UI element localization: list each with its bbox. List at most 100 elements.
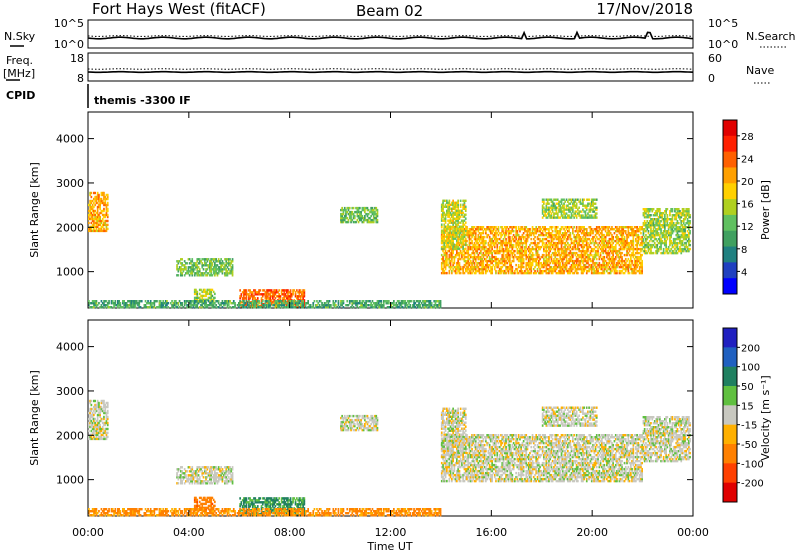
range-cell: [606, 261, 608, 265]
range-cell: [565, 198, 568, 201]
range-cell: [462, 245, 464, 248]
range-cell: [340, 216, 342, 220]
range-cell: [100, 199, 103, 203]
range-cell: [269, 297, 272, 300]
range-cell: [540, 269, 543, 273]
range-cell: [507, 241, 510, 245]
range-cell: [652, 251, 655, 255]
range-cell: [582, 214, 584, 217]
range-cell: [589, 259, 592, 263]
range-cell: [531, 245, 534, 249]
range-cell: [681, 212, 684, 215]
range-cell: [579, 226, 582, 229]
range-cell: [462, 241, 464, 244]
range-cell: [463, 247, 466, 251]
range-cell: [647, 241, 650, 245]
range-cell: [375, 214, 378, 218]
range-cell: [207, 300, 210, 303]
range-cell: [469, 267, 472, 271]
range-cell: [355, 210, 357, 214]
range-cell: [91, 223, 94, 227]
range-cell: [149, 300, 152, 303]
range-cell: [456, 213, 458, 216]
range-cell: [176, 302, 178, 305]
range-cell: [575, 239, 578, 243]
range-cell: [578, 261, 580, 265]
range-cell: [206, 288, 209, 292]
range-cell: [574, 214, 577, 217]
range-cell: [198, 260, 201, 263]
range-cell: [454, 255, 457, 259]
range-cell: [198, 262, 201, 265]
range-cell: [564, 235, 567, 239]
range-cell: [597, 253, 599, 257]
range-cell: [353, 214, 356, 218]
range-cell: [497, 230, 500, 233]
range-cell: [595, 245, 598, 249]
range-cell: [516, 241, 519, 245]
range-cell: [469, 271, 472, 275]
range-cell: [580, 265, 583, 269]
range-cell: [568, 261, 570, 265]
range-cell: [679, 212, 681, 215]
range-cell: [686, 212, 689, 215]
range-cell: [627, 257, 630, 261]
range-cell: [478, 245, 481, 249]
range-cell: [676, 212, 679, 215]
range-cell: [488, 263, 491, 267]
range-cell: [669, 237, 671, 241]
range-cell: [498, 232, 501, 235]
range-cell: [515, 243, 517, 247]
range-cell: [575, 204, 578, 207]
range-cell: [207, 296, 210, 300]
range-cell: [623, 230, 626, 233]
range-cell: [249, 305, 251, 308]
range-cell: [186, 270, 188, 273]
range-cell: [366, 206, 369, 210]
range-cell: [487, 241, 490, 245]
range-cell: [133, 302, 136, 305]
range-cell: [192, 270, 195, 273]
range-cell: [550, 247, 553, 251]
range-cell: [526, 232, 529, 235]
range-cell: [551, 269, 554, 273]
range-cell: [543, 228, 545, 231]
range-cell: [593, 253, 596, 257]
range-cell: [341, 208, 343, 212]
range-cell: [638, 243, 641, 247]
range-cell: [688, 233, 690, 237]
range-cell: [543, 245, 545, 249]
range-cell: [527, 255, 530, 259]
range-cell: [520, 263, 522, 267]
range-cell: [578, 235, 580, 239]
range-cell: [284, 293, 287, 296]
range-cell: [590, 249, 593, 253]
range-cell: [190, 268, 192, 271]
range-cell: [551, 267, 554, 271]
range-cell: [181, 302, 183, 305]
range-cell: [471, 263, 473, 267]
range-cell: [177, 268, 180, 271]
range-cell: [574, 239, 577, 243]
range-cell: [689, 247, 691, 251]
range-cell: [650, 243, 652, 247]
range-cell: [185, 300, 187, 303]
range-cell: [369, 210, 371, 214]
range-cell: [660, 232, 662, 235]
range-cell: [303, 295, 306, 298]
range-cell: [565, 226, 568, 229]
range-cell: [671, 243, 674, 247]
range-cell: [98, 197, 100, 201]
range-cell: [650, 218, 652, 221]
range-cell: [493, 228, 496, 231]
range-cell: [549, 233, 551, 237]
range-cell: [548, 198, 550, 201]
range-cell: [531, 259, 534, 263]
range-cell: [560, 210, 563, 213]
range-cell: [464, 205, 467, 208]
range-cell: [347, 220, 350, 224]
range-cell: [279, 295, 282, 298]
range-cell: [240, 301, 243, 304]
range-cell: [612, 253, 614, 257]
range-cell: [522, 249, 525, 253]
